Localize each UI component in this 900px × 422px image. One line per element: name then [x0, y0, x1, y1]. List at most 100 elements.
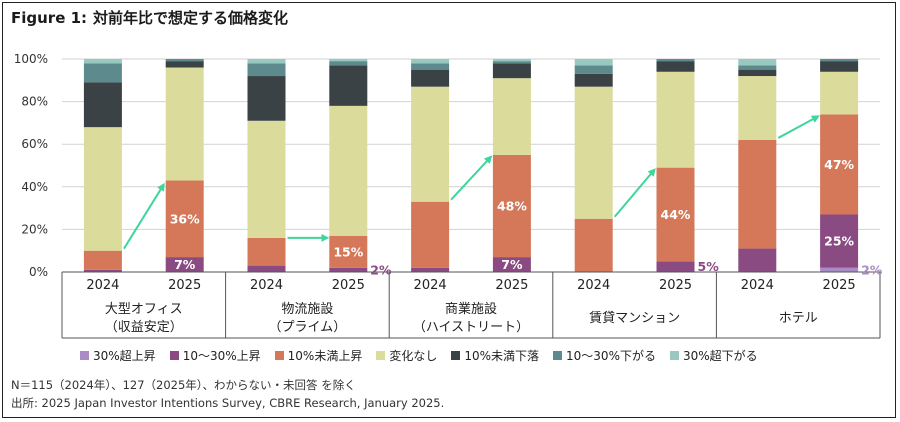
category-label: ホテル: [779, 311, 818, 326]
figure-label: Figure 1:: [11, 9, 88, 27]
bar-segment-rise30plus: [820, 267, 859, 272]
category-sublabel: （収益安定）: [105, 320, 183, 335]
legend-swatch: [669, 351, 679, 360]
bar-segment-fall10less: [411, 69, 450, 87]
category-label: 商業施設: [445, 301, 497, 317]
legend-label: 10%未満上昇: [287, 349, 363, 363]
y-tick-label: 100%: [14, 52, 48, 66]
bar-segment-nochange: [656, 71, 695, 168]
bar-segment-fall10less: [492, 63, 531, 79]
bar-segment-fall10less: [329, 65, 368, 106]
bar-segment-fall10to30: [492, 61, 531, 64]
bar-segment-rise10less: [574, 218, 613, 272]
bar-segment-fall30plus: [247, 59, 286, 64]
legend-item: 30%超上昇: [80, 347, 156, 364]
bar-segment-rise10to30: [738, 248, 777, 272]
sample-note: N＝115（2024年）、127（2025年）、わからない・未回答 を除く: [11, 378, 356, 392]
bar-segment-nochange: [492, 78, 531, 155]
data-label: 44%: [661, 207, 691, 222]
data-label: 2%: [861, 262, 883, 277]
bar-segment-nochange: [738, 76, 777, 140]
bar-segment-rise10less: [656, 167, 695, 262]
trend-arrow: [613, 168, 656, 218]
x-tick-year: 2024: [741, 278, 774, 293]
bar-segment-nochange: [83, 127, 122, 251]
data-label: 47%: [824, 157, 854, 172]
bar-segment-rise10to30: [247, 265, 286, 272]
chart-legend: 30%超上昇 10～30%上昇 10%未満上昇 変化なし 10%未満下落 10～30%下が…: [80, 347, 772, 364]
bar-segment-nochange: [247, 120, 286, 238]
bar-segment-rise10to30: [411, 267, 450, 272]
x-tick-year: 2024: [577, 278, 610, 293]
bar-segment-fall10less: [83, 82, 122, 128]
x-tick-year: 2025: [332, 278, 365, 293]
category-sublabel: （ハイストリート）: [413, 320, 529, 335]
bar-segment-fall30plus: [738, 59, 777, 66]
figure-title: Figure 1: 対前年比で想定する価格変化: [11, 7, 288, 28]
bar-segment-rise10less: [329, 235, 368, 268]
category-label: 物流施設: [281, 301, 333, 317]
bar-segment-rise10less: [165, 180, 204, 258]
bar-segment-fall30plus: [574, 59, 613, 66]
bar-segment-fall10less: [247, 76, 286, 121]
figure-title-text: 対前年比で想定する価格変化: [93, 9, 289, 27]
legend-item: 10～30%下がる: [553, 347, 656, 364]
bar-segment-fall30plus: [411, 59, 450, 64]
legend-swatch: [80, 351, 89, 360]
trend-arrow: [450, 155, 493, 201]
bar-segment-rise10to30: [492, 257, 531, 272]
legend-label: 10%未満下落: [464, 349, 540, 363]
bar-segment-fall10less: [820, 61, 859, 72]
legend-swatch: [169, 351, 179, 360]
bar-segment-nochange: [574, 86, 613, 219]
bar-segment-rise10less: [83, 250, 122, 270]
bar-segment-fall30plus: [83, 59, 122, 64]
legend-swatch: [274, 351, 284, 360]
category-label: 賃貸マンション: [589, 310, 680, 326]
bar-segment-fall10to30: [820, 59, 859, 62]
y-tick-label: 20%: [21, 222, 48, 236]
legend-item: 10～30%上昇: [169, 347, 261, 364]
bar-segment-fall10to30: [165, 59, 204, 62]
legend-label: 変化なし: [389, 349, 438, 363]
bar-segment-fall10to30: [656, 59, 695, 62]
bar-segment-fall10less: [574, 73, 613, 87]
bar-segment-rise10less: [411, 201, 450, 268]
bar-segment-rise10to30: [820, 214, 859, 268]
source-note: 出所: 2025 Japan Investor Intentions Surve…: [11, 396, 445, 410]
stacked-bar-chart: 0% 20% 40% 60% 80% 100% 2024 2025 2024 2025 2024 20…: [14, 52, 883, 339]
bar-segment-nochange: [329, 105, 368, 236]
data-label: 7%: [174, 257, 196, 272]
trend-arrow: [123, 182, 165, 250]
y-tick-label: 40%: [21, 180, 48, 194]
category-label: 大型オフィス: [105, 302, 183, 317]
data-label: 15%: [333, 244, 363, 259]
bar-segment-fall30plus: [329, 59, 368, 62]
data-label: 2%: [370, 262, 392, 277]
legend-swatch: [451, 351, 461, 360]
x-tick-year: 2024: [250, 278, 283, 293]
legend-item: 10%未満上昇: [274, 347, 363, 364]
x-tick-year: 2024: [414, 278, 447, 293]
bar-segment-fall10to30: [411, 63, 450, 70]
data-label: 48%: [497, 198, 527, 213]
legend-item: 変化なし: [376, 347, 437, 364]
data-label: 36%: [170, 211, 200, 226]
bar-segment-nochange: [411, 86, 450, 202]
bar-segment-rise10less: [738, 139, 777, 249]
x-tick-year: 2025: [659, 278, 692, 293]
data-label: 25%: [824, 234, 854, 249]
legend-label: 30%超下がる: [682, 349, 758, 363]
bar-segment-rise10to30: [83, 269, 122, 272]
data-label: 7%: [501, 257, 523, 272]
bar-segment-fall10to30: [329, 61, 368, 66]
legend-label: 10～30%上昇: [182, 349, 261, 363]
y-tick-label: 80%: [21, 95, 48, 109]
bar-segment-rise10to30: [165, 257, 204, 272]
bar-segment-fall10less: [165, 61, 204, 68]
data-label: 5%: [698, 259, 720, 274]
bar-segment-rise10to30: [656, 261, 695, 272]
bar-segment-fall10less: [738, 69, 777, 77]
legend-label: 10～30%下がる: [566, 349, 656, 363]
bar-segment-rise10less: [820, 114, 859, 215]
